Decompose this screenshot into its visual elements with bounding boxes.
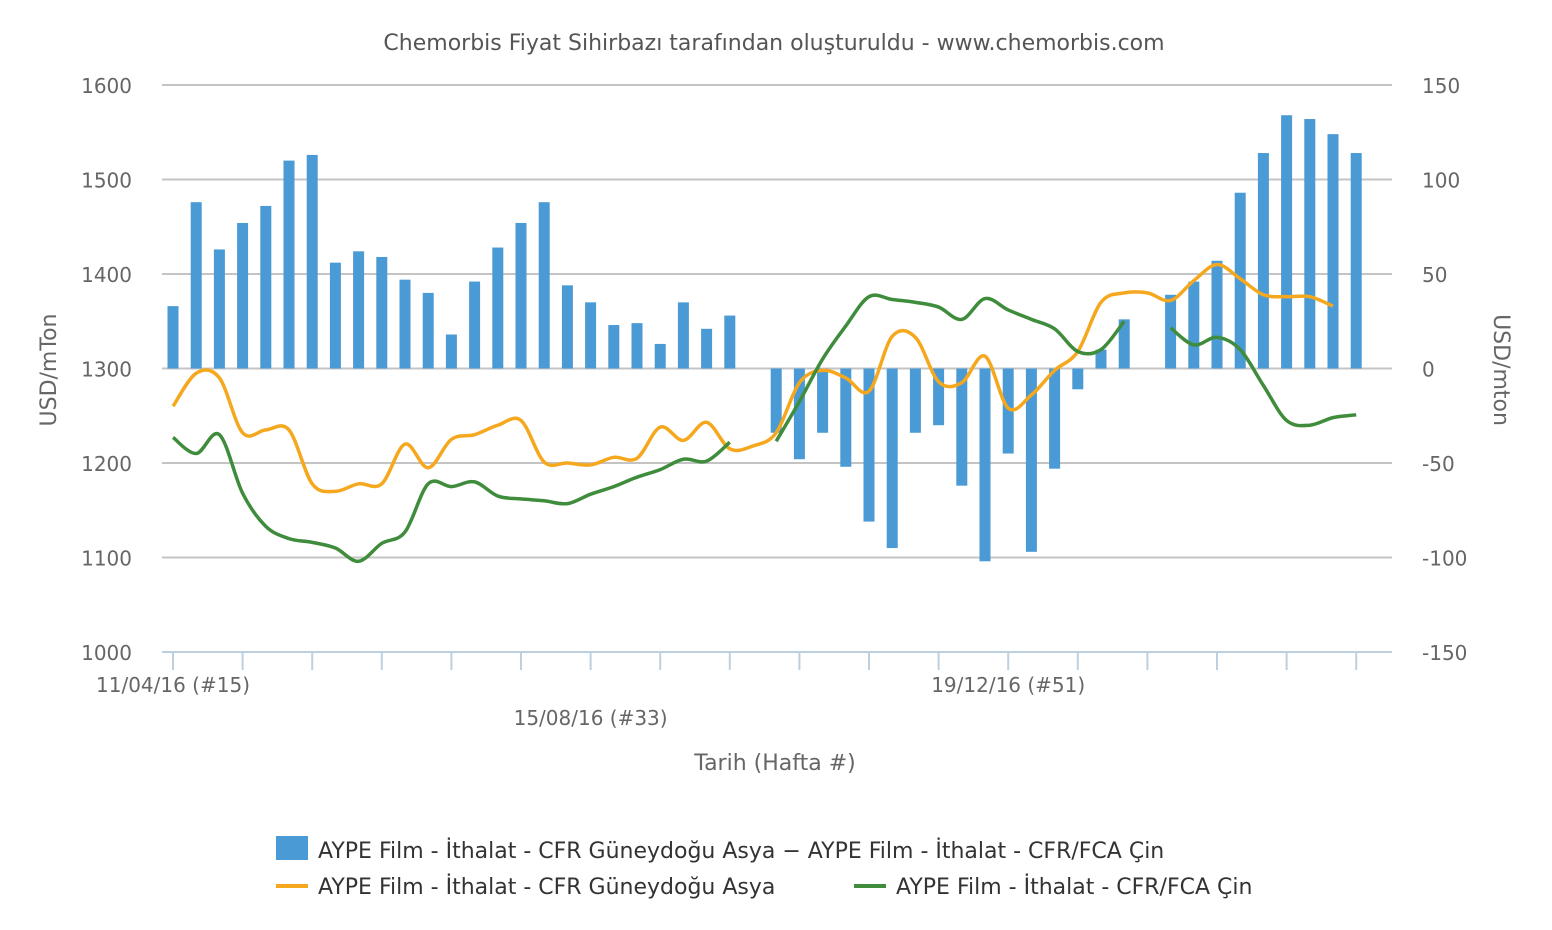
series-line	[774, 293, 1126, 443]
y-tick-label-left: 1500	[81, 169, 132, 193]
bar	[538, 202, 550, 369]
y-tick-label-left: 1200	[81, 452, 132, 476]
bar	[724, 315, 736, 369]
bar	[1188, 281, 1200, 369]
x-tick-label: 19/12/16 (#51)	[931, 673, 1085, 697]
bar	[608, 325, 620, 369]
bar	[1072, 368, 1084, 390]
chart-title: Chemorbis Fiyat Sihirbazı tarafından olu…	[383, 31, 1164, 56]
x-tick-label: 11/04/16 (#15)	[96, 673, 250, 697]
bar	[283, 160, 295, 369]
bar	[1118, 319, 1130, 369]
bar	[701, 328, 713, 369]
bar	[677, 302, 689, 369]
bar	[654, 343, 666, 369]
bar	[631, 323, 643, 369]
legend-label: AYPE Film - İthalat - CFR Güneydoğu Asya…	[318, 838, 1164, 864]
bar	[770, 368, 782, 433]
y-tick-label-left: 1400	[81, 263, 132, 287]
bar	[1281, 115, 1293, 369]
y-tick-label-right: 100	[1422, 169, 1460, 193]
bar	[909, 368, 921, 433]
y-tick-label-left: 1300	[81, 358, 132, 382]
bar	[956, 368, 968, 486]
bar	[445, 334, 457, 369]
bar	[1002, 368, 1014, 454]
bar	[817, 368, 829, 433]
series-line	[171, 431, 731, 564]
bar	[1327, 134, 1339, 369]
bar	[863, 368, 875, 522]
bar	[979, 368, 991, 562]
y-tick-label-right: 50	[1422, 263, 1447, 287]
legend: AYPE Film - İthalat - CFR Güneydoğu Asya…	[276, 836, 1252, 900]
bar	[469, 281, 481, 369]
bar	[793, 368, 805, 460]
x-axis-label: Tarih (Hafta #)	[693, 751, 855, 776]
bar	[329, 262, 341, 369]
bar	[585, 302, 597, 369]
bar	[1095, 349, 1107, 369]
y-tick-label-right: -50	[1422, 452, 1455, 476]
y-axis-right: 150 100 50 0 -50 -100 -150	[1422, 74, 1467, 665]
bar	[515, 222, 527, 369]
bar	[399, 279, 411, 369]
bar	[237, 222, 249, 369]
y-tick-label-right: -150	[1422, 641, 1467, 665]
bar	[213, 249, 225, 369]
y-axis-right-label: USD/mton	[1488, 314, 1513, 426]
bar	[1257, 153, 1269, 369]
line-series	[171, 262, 1357, 564]
bar	[190, 202, 202, 369]
bar	[260, 205, 272, 369]
bar	[376, 256, 388, 369]
x-tick-label: 15/08/16 (#33)	[514, 706, 668, 730]
y-tick-label-right: 150	[1422, 74, 1460, 98]
legend-swatch	[276, 836, 308, 860]
bar	[492, 247, 504, 369]
bar	[886, 368, 898, 549]
bar	[1350, 153, 1362, 369]
y-axis-left-label: USD/mTon	[37, 314, 62, 427]
bar	[1049, 368, 1061, 469]
x-axis: 11/04/16 (#15) 15/08/16 (#33) 19/12/16 (#5…	[96, 652, 1358, 730]
series-line	[171, 262, 1334, 494]
bar	[167, 306, 179, 369]
bar	[353, 251, 365, 369]
y-tick-label-left: 1600	[81, 74, 132, 98]
bar	[1025, 368, 1037, 552]
bar	[933, 368, 945, 426]
bar	[561, 285, 573, 369]
bar	[1304, 119, 1316, 369]
y-tick-label-right: 0	[1422, 358, 1435, 382]
bar	[1211, 260, 1223, 369]
bar	[422, 292, 434, 369]
legend-label: AYPE Film - İthalat - CFR/FCA Çin	[896, 874, 1252, 900]
bar	[1165, 294, 1177, 369]
bar	[306, 154, 318, 369]
bar	[840, 368, 852, 467]
series-line	[1169, 326, 1357, 428]
legend-label: AYPE Film - İthalat - CFR Güneydoğu Asya	[318, 874, 775, 900]
y-tick-label-left: 1100	[81, 547, 132, 571]
y-axis-left: 1600 1500 1400 1300 1200 1100 1000	[81, 74, 132, 665]
bar-series	[167, 115, 1362, 562]
y-tick-label-left: 1000	[81, 641, 132, 665]
y-tick-label-right: -100	[1422, 547, 1467, 571]
